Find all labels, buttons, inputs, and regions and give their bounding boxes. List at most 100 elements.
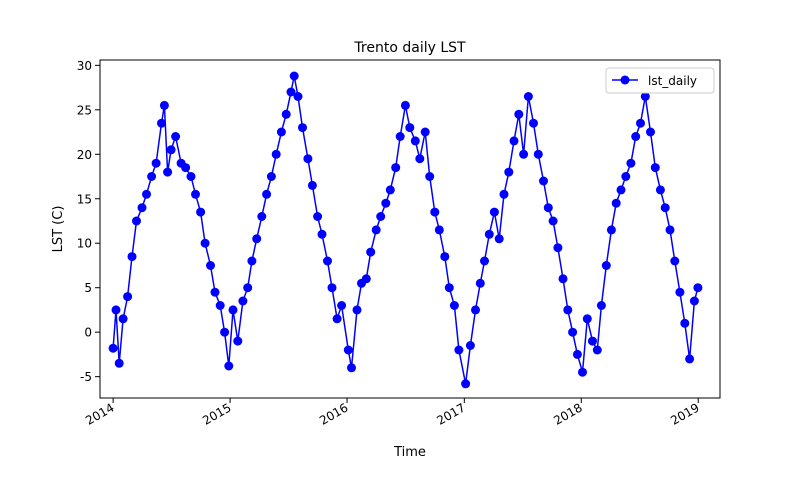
data-point xyxy=(395,132,405,141)
data-point xyxy=(118,314,128,324)
data-point xyxy=(366,247,376,257)
data-point xyxy=(281,109,291,119)
data-point xyxy=(289,71,299,81)
data-point xyxy=(114,358,124,368)
legend[interactable]: lst_daily xyxy=(605,67,715,94)
y-tick-label: 30 xyxy=(77,59,92,73)
data-point xyxy=(514,109,524,119)
series-line-lst_daily xyxy=(112,75,699,384)
data-point xyxy=(539,176,548,186)
data-point xyxy=(563,305,573,315)
data-point xyxy=(665,225,675,235)
data-point xyxy=(159,100,169,110)
data-point xyxy=(271,149,281,159)
data-point xyxy=(171,132,181,141)
data-point xyxy=(425,172,435,181)
data-point xyxy=(553,243,563,253)
data-point xyxy=(186,172,196,181)
data-point xyxy=(123,292,133,302)
data-point xyxy=(317,229,327,239)
data-point xyxy=(461,379,471,389)
data-point xyxy=(400,100,410,110)
data-point xyxy=(243,283,253,293)
legend-marker-swatch xyxy=(620,75,630,85)
data-point xyxy=(266,172,276,181)
data-point xyxy=(558,274,568,284)
data-point xyxy=(220,327,230,337)
data-point xyxy=(454,345,464,355)
data-point xyxy=(238,296,248,306)
data-point xyxy=(405,123,415,133)
data-point xyxy=(640,92,650,101)
legend-label: lst_daily xyxy=(648,74,697,88)
data-point xyxy=(157,118,166,128)
data-point xyxy=(303,154,313,164)
data-point xyxy=(588,336,597,346)
data-point xyxy=(480,256,489,266)
data-point xyxy=(655,185,665,195)
y-tick-label: 10 xyxy=(77,237,92,251)
data-point xyxy=(415,154,425,164)
data-point xyxy=(660,203,670,213)
data-point xyxy=(626,158,636,168)
data-point xyxy=(343,345,353,355)
data-point xyxy=(151,158,161,168)
data-point xyxy=(307,180,317,190)
data-point xyxy=(440,252,450,262)
data-point xyxy=(611,198,621,208)
data-point xyxy=(689,296,699,306)
data-point xyxy=(548,216,558,226)
data-point xyxy=(606,225,616,235)
data-point xyxy=(127,252,137,262)
data-point xyxy=(371,225,381,235)
data-point xyxy=(465,341,475,350)
data-point xyxy=(430,207,440,217)
data-point xyxy=(293,92,303,101)
data-point xyxy=(381,198,391,208)
data-point xyxy=(631,132,641,141)
data-point xyxy=(680,318,690,328)
data-point xyxy=(685,354,695,364)
plot-frame xyxy=(99,59,721,399)
data-point xyxy=(233,336,243,346)
data-point xyxy=(298,123,307,133)
data-point xyxy=(592,345,602,355)
data-point xyxy=(337,301,347,310)
data-point xyxy=(108,343,118,353)
data-point xyxy=(252,234,262,244)
x-axis-label: Time xyxy=(393,445,426,460)
data-point xyxy=(529,118,538,128)
chart-title: Trento daily LST xyxy=(353,40,466,56)
data-point xyxy=(434,225,444,235)
data-point xyxy=(224,361,234,371)
data-point xyxy=(323,256,332,266)
data-point xyxy=(601,261,611,270)
data-point xyxy=(636,118,645,128)
data-point xyxy=(489,207,499,217)
y-tick-label: -5 xyxy=(80,370,92,384)
data-point xyxy=(361,274,371,284)
data-point xyxy=(519,149,529,159)
y-tick-label: 5 xyxy=(84,281,92,295)
y-axis: -5 0 5 10 15 20 25 30 xyxy=(77,59,100,384)
legend-box xyxy=(605,67,715,94)
data-point xyxy=(693,283,703,293)
data-point xyxy=(247,256,257,266)
data-point xyxy=(484,229,494,239)
y-axis-label: LST (C) xyxy=(51,206,66,253)
data-point xyxy=(646,127,655,137)
y-tick-label: 20 xyxy=(77,148,92,162)
data-point xyxy=(582,314,592,324)
data-point xyxy=(166,145,176,155)
data-point xyxy=(206,261,215,270)
y-tick-label: 0 xyxy=(84,326,92,340)
data-point xyxy=(196,207,206,217)
data-point xyxy=(200,238,210,248)
data-point xyxy=(471,305,480,315)
data-point xyxy=(475,278,485,288)
data-point xyxy=(262,189,272,199)
data-point xyxy=(616,185,626,195)
data-point xyxy=(142,189,151,199)
data-point xyxy=(391,163,401,173)
